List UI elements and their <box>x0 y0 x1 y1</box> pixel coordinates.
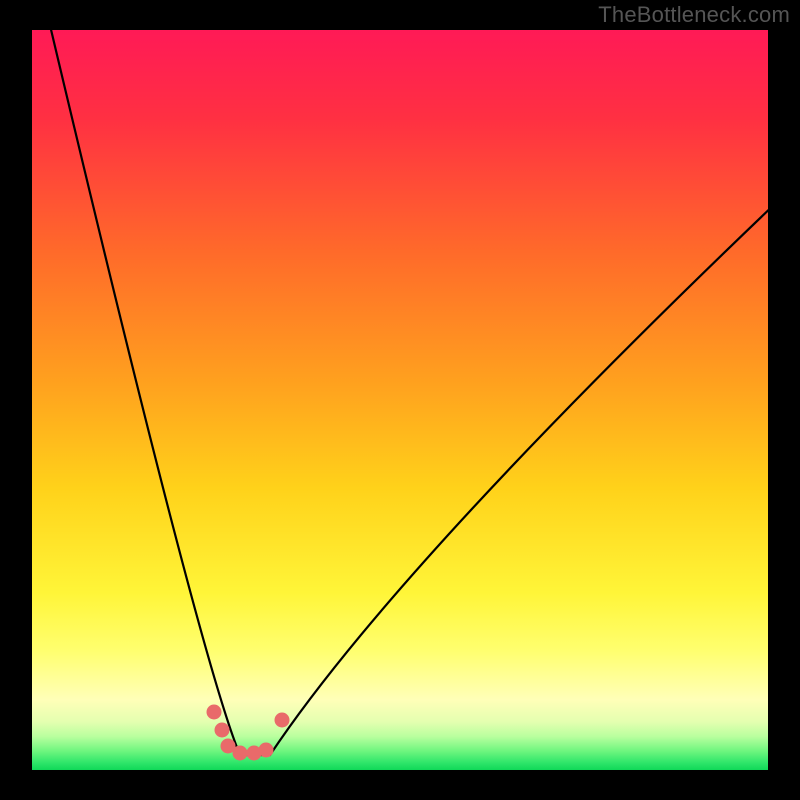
watermark-text: TheBottleneck.com <box>598 2 790 28</box>
bottleneck-chart <box>0 0 800 800</box>
curve-marker <box>233 746 248 761</box>
curve-marker <box>275 713 290 728</box>
gradient-background <box>32 30 768 770</box>
curve-marker <box>259 743 274 758</box>
curve-marker <box>215 723 230 738</box>
curve-marker <box>207 705 222 720</box>
stage: TheBottleneck.com <box>0 0 800 800</box>
